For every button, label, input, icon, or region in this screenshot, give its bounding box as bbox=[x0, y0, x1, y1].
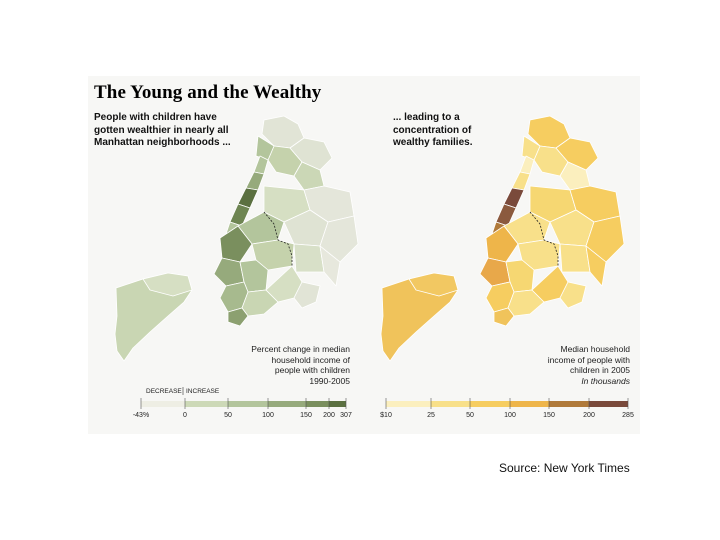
right-legend-swatch bbox=[549, 401, 589, 407]
right-legend-tick-label: 25 bbox=[427, 412, 435, 419]
left-map bbox=[114, 115, 359, 362]
figure-panel: The Young and the Wealthy People with ch… bbox=[88, 76, 640, 434]
right-legend-tick-label: 100 bbox=[504, 412, 516, 419]
brooklyn-region bbox=[559, 281, 587, 309]
right-map bbox=[380, 115, 625, 362]
queens-region bbox=[319, 245, 341, 287]
brooklyn-region bbox=[219, 225, 253, 263]
queens-region bbox=[585, 215, 625, 263]
left-legend-tick-label: 50 bbox=[224, 412, 232, 419]
left-caption-line: 1990-2005 bbox=[309, 375, 350, 386]
left-legend-swatch bbox=[141, 401, 185, 407]
left-legend-swatch bbox=[268, 401, 306, 407]
brooklyn-region bbox=[493, 307, 515, 327]
right-legend-swatch bbox=[431, 401, 470, 407]
brooklyn-region bbox=[485, 225, 519, 263]
left-subtitle-line: Manhattan neighborhoods ... bbox=[94, 137, 231, 148]
left-legend-tick-label: 0 bbox=[183, 412, 187, 419]
left-caption-line: household income of bbox=[271, 354, 350, 365]
left-caption-line: Percent change in median bbox=[251, 344, 350, 354]
manhattan-region bbox=[511, 171, 531, 191]
left-legend-tick-label: -43% bbox=[133, 412, 149, 419]
right-caption-line: income of people with bbox=[547, 354, 630, 365]
left-legend-swatch bbox=[185, 401, 228, 407]
queens-region bbox=[559, 243, 591, 273]
left-legend-swatch bbox=[228, 401, 268, 407]
increase-label: INCREASE bbox=[186, 388, 220, 395]
brooklyn-region bbox=[479, 257, 511, 287]
left-legend-swatch bbox=[306, 401, 329, 407]
staten-island-region bbox=[142, 272, 193, 297]
right-caption-line: In thousands bbox=[581, 375, 630, 386]
legends: DECREASE INCREASE -43% 0 50 100 150 200 307 $1… bbox=[133, 387, 634, 419]
left-subtitle: People with children have gotten wealthi… bbox=[94, 112, 231, 150]
left-legend-caption: Percent change in median household incom… bbox=[251, 344, 350, 386]
right-legend-caption: Median household income of people with c… bbox=[548, 344, 630, 386]
right-legend-tick-label: 285 bbox=[622, 412, 634, 419]
queens-region bbox=[319, 215, 359, 263]
left-legend-swatch bbox=[329, 401, 346, 407]
brooklyn-region bbox=[293, 281, 321, 309]
staten-island-region bbox=[408, 272, 459, 297]
left-legend-tick-label: 200 bbox=[323, 412, 335, 419]
queens-region bbox=[585, 245, 607, 287]
right-legend-swatch bbox=[386, 401, 431, 407]
right-caption-line: Median household bbox=[560, 344, 630, 354]
left-subtitle-line: People with children have bbox=[94, 112, 217, 123]
left-subtitle-line: gotten wealthier in nearly all bbox=[94, 124, 229, 136]
right-subtitle-line: concentration of bbox=[393, 124, 472, 136]
manhattan-region bbox=[519, 155, 535, 175]
right-legend-swatch bbox=[470, 401, 510, 407]
right-legend-tick-label: $10 bbox=[380, 412, 392, 419]
right-legend-tick-label: 150 bbox=[543, 412, 555, 419]
source-credit: Source: New York Times bbox=[499, 461, 630, 475]
borough-border-line bbox=[263, 211, 293, 266]
decrease-label: DECREASE bbox=[146, 388, 182, 395]
right-legend-swatch bbox=[510, 401, 549, 407]
right-legend-swatch bbox=[589, 401, 628, 407]
figure-title: The Young and the Wealthy bbox=[94, 82, 322, 103]
left-legend-tick-label: 307 bbox=[340, 412, 352, 419]
right-caption-line: children in 2005 bbox=[569, 365, 630, 375]
right-subtitle-line: ... leading to a bbox=[393, 112, 460, 123]
right-legend-tick-label: 50 bbox=[466, 412, 474, 419]
left-legend-tick-label: 150 bbox=[300, 412, 312, 419]
right-subtitle-line: wealthy families. bbox=[393, 137, 473, 148]
borough-border-line bbox=[529, 211, 559, 266]
right-subtitle: ... leading to a concentration of wealth… bbox=[393, 112, 472, 150]
right-legend: $10 25 50 100 150 200 285 bbox=[380, 398, 634, 419]
left-legend-tick-label: 100 bbox=[262, 412, 274, 419]
brooklyn-region bbox=[227, 307, 249, 327]
left-caption-line: people with children bbox=[274, 365, 350, 375]
right-legend-tick-label: 200 bbox=[583, 412, 595, 419]
left-legend: DECREASE INCREASE -43% 0 50 100 150 200 307 bbox=[133, 387, 352, 419]
